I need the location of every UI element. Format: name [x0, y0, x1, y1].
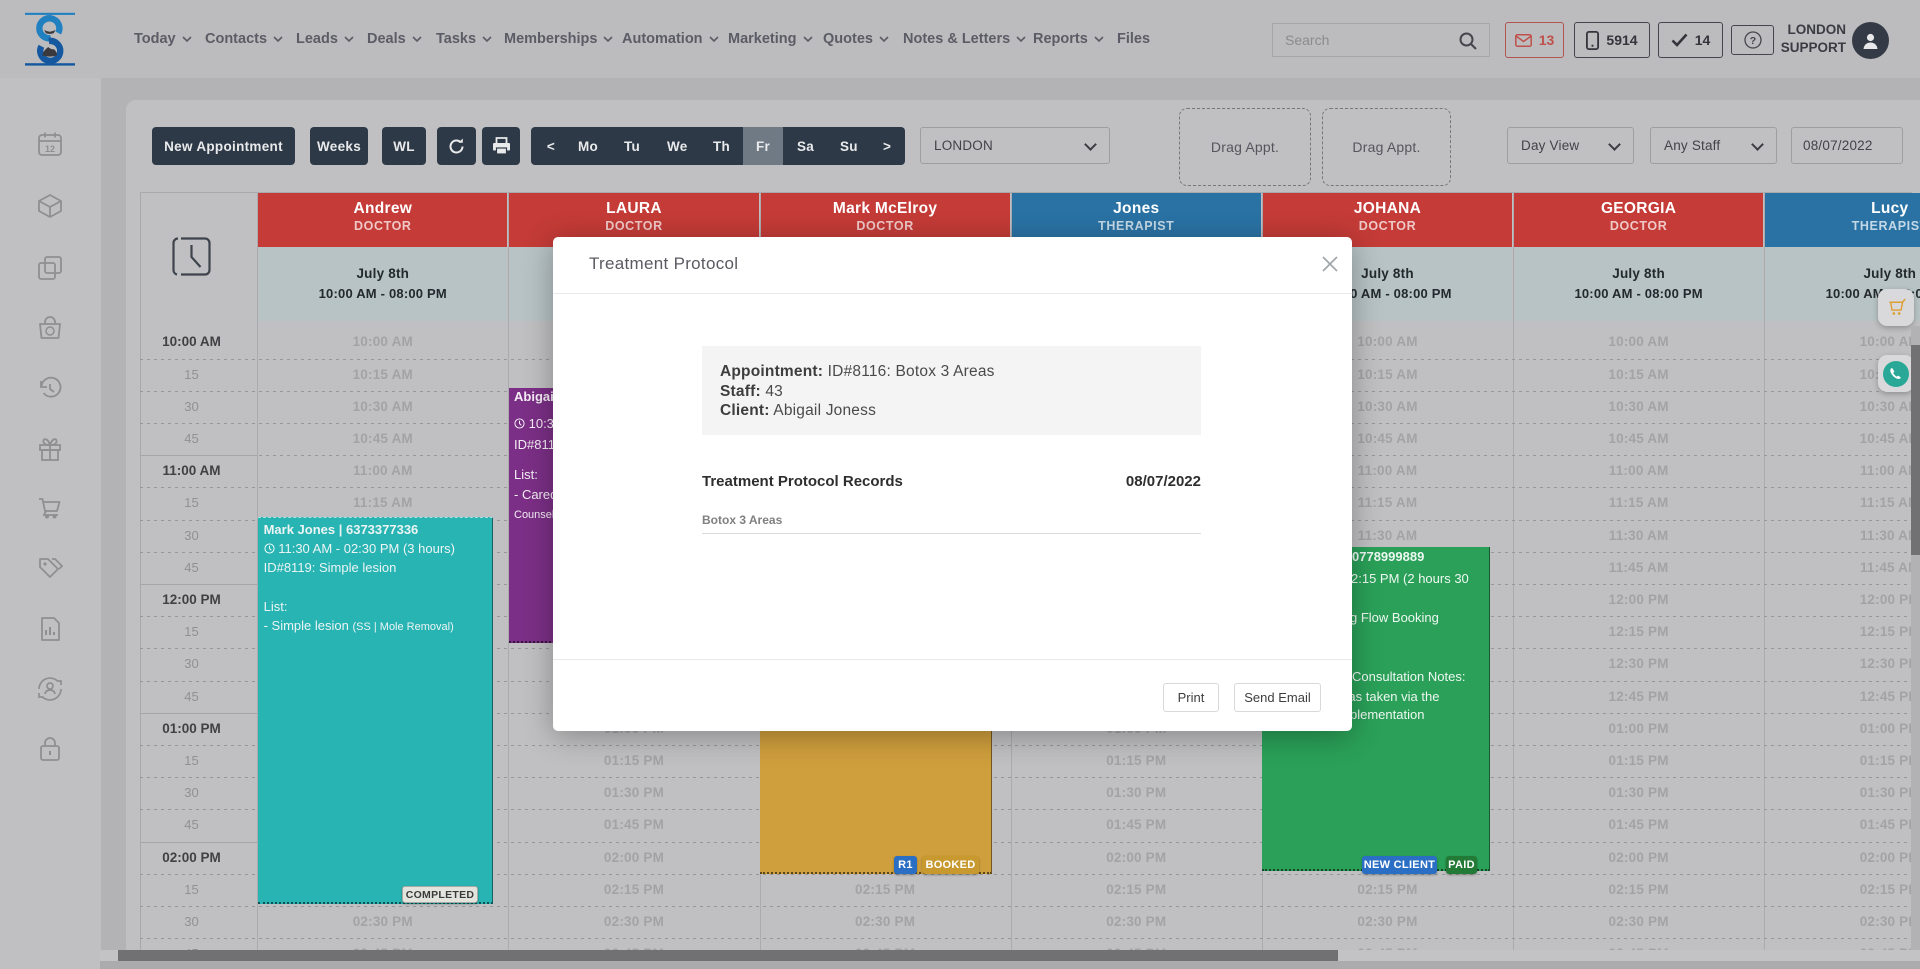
svg-text:12: 12 — [45, 144, 55, 154]
svg-text:?: ? — [1749, 35, 1755, 47]
